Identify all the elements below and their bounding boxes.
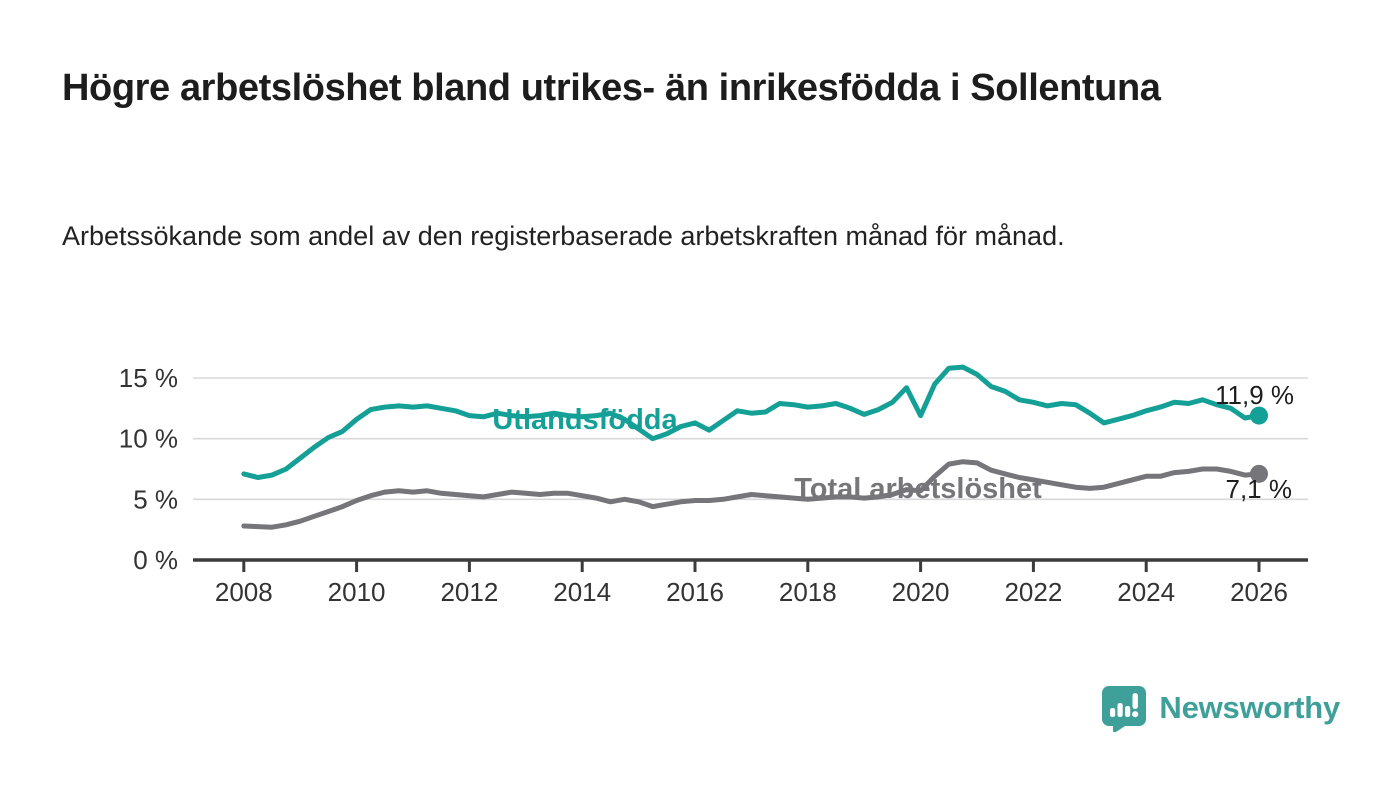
- x-tick-label: 2026: [1230, 577, 1288, 607]
- y-tick-label: 0 %: [133, 545, 178, 575]
- x-tick-label: 2018: [779, 577, 837, 607]
- series-label-total: Total arbetslöshet: [794, 473, 1042, 505]
- brand-lockup: Newsworthy: [1101, 684, 1340, 732]
- x-tick-label: 2016: [666, 577, 724, 607]
- end-value-label: 11,9 %: [1215, 380, 1294, 410]
- series-label-utlandsfodda: Utlandsfödda: [492, 404, 678, 436]
- x-tick-label: 2024: [1117, 577, 1175, 607]
- end-value-label: 7,1 %: [1226, 474, 1293, 504]
- x-tick-label: 2008: [215, 577, 273, 607]
- x-tick-label: 2012: [440, 577, 498, 607]
- page-subtitle: Arbetssökande som andel av den registerb…: [62, 221, 1065, 251]
- endpoint-dot: [1250, 464, 1268, 483]
- brand-name: Newsworthy: [1159, 690, 1340, 725]
- bar-chart-speech-bubble-icon: [1102, 686, 1147, 732]
- x-tick-label: 2020: [892, 577, 950, 607]
- series-line-utlandsfodda: [241, 364, 1262, 480]
- endpoint-dot: [1250, 406, 1268, 425]
- unemployment-line-chart: 0 % 5 % 10 % 15 % 2008 2010 2012 2014 2016 2018 20…: [119, 363, 1308, 607]
- x-tick-label: 2010: [328, 577, 386, 607]
- y-tick-label: 5 %: [133, 484, 178, 514]
- y-tick-label: 15 %: [119, 363, 178, 393]
- x-tick-label: 2014: [553, 577, 611, 607]
- page-title: Högre arbetslöshet bland utrikes- än inr…: [62, 67, 1161, 109]
- x-tick-label: 2022: [1004, 577, 1062, 607]
- y-tick-label: 10 %: [119, 424, 178, 454]
- series-line-total: [241, 459, 1262, 530]
